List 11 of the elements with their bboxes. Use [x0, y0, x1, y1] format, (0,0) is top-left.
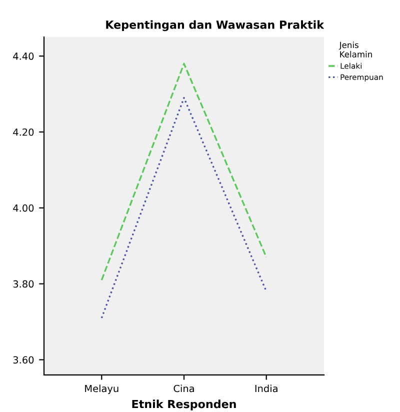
chart-title: Kepentingan dan Wawasan Praktik [106, 20, 324, 32]
x-tick-label: Melayu [85, 384, 118, 394]
legend-title: Jenis Kelamin [338, 42, 372, 58]
y-tick-label: 3.80 [13, 280, 34, 288]
y-tick-label: 4.40 [13, 52, 34, 60]
y-tick-label: 4.00 [13, 204, 34, 212]
x-tick-label: India [255, 384, 278, 392]
y-tick-label: 3.60 [13, 356, 34, 364]
x-tick-label: Cina [174, 384, 194, 392]
x-axis-title: Etnik Responden [132, 400, 236, 410]
y-tick-label: 4.20 [13, 128, 34, 136]
